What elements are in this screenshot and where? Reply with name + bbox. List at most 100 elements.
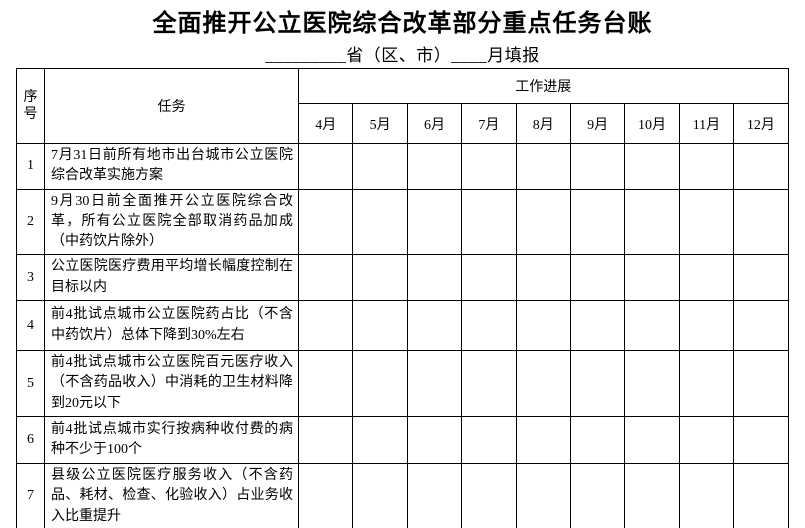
progress-cell xyxy=(352,350,408,417)
table-row: 5 前4批试点城市公立医院百元医疗收入（不含药品收入）中消耗的卫生材料降到20元… xyxy=(16,350,789,417)
header-month-11: 11月 xyxy=(678,103,735,144)
progress-cell xyxy=(733,462,789,528)
progress-cell xyxy=(733,188,789,256)
progress-cell xyxy=(624,300,680,352)
task-cell: 前4批试点城市实行按病种收付费的病种不少于100个 xyxy=(44,415,299,464)
table-row: 6 前4批试点城市实行按病种收付费的病种不少于100个 xyxy=(16,415,789,464)
progress-cell xyxy=(352,300,408,352)
progress-cell xyxy=(461,188,517,256)
progress-cell xyxy=(352,415,408,464)
progress-cell xyxy=(297,415,354,464)
progress-cell xyxy=(406,462,463,528)
table-row: 3 公立医院医疗费用平均增长幅度控制在目标以内 xyxy=(16,254,789,302)
progress-cell xyxy=(624,254,680,302)
progress-cell xyxy=(406,350,463,417)
header-month-8: 8月 xyxy=(515,103,571,144)
progress-cell xyxy=(569,254,626,302)
progress-cell xyxy=(733,143,789,190)
progress-cell xyxy=(624,143,680,190)
row-number-cell: 2 xyxy=(16,188,45,256)
table-row: 1 7月31日前所有地市出台城市公立医院综合改革实施方案 xyxy=(16,143,789,190)
progress-cell xyxy=(352,188,408,256)
progress-cell xyxy=(297,188,354,256)
progress-cell xyxy=(569,350,626,417)
month-blank: ____ xyxy=(451,45,488,65)
progress-cell xyxy=(297,143,354,190)
progress-cell xyxy=(461,462,517,528)
header-month-6: 6月 xyxy=(406,103,463,144)
progress-cell xyxy=(515,188,571,256)
table-row: 7 县级公立医院医疗服务收入（不含药品、耗材、检查、化验收入）占业务收入比重提升 xyxy=(16,462,789,528)
progress-cell xyxy=(461,415,517,464)
progress-cell xyxy=(352,254,408,302)
progress-cell xyxy=(406,143,463,190)
header-progress: 工作进展 xyxy=(298,68,789,104)
header-month-5: 5月 xyxy=(352,103,408,144)
progress-cell xyxy=(733,415,789,464)
progress-cell xyxy=(515,300,571,352)
report-subtitle: _________省（区、市）____月填报 xyxy=(0,46,805,66)
progress-cell xyxy=(352,143,408,190)
row-number-cell: 6 xyxy=(16,415,45,464)
task-cell: 前4批试点城市公立医院药占比（不含中药饮片）总体下降到30%左右 xyxy=(44,300,299,352)
progress-cell xyxy=(569,188,626,256)
province-blank: _________ xyxy=(265,45,347,65)
progress-cell xyxy=(515,143,571,190)
month-label: 月填报 xyxy=(487,45,540,65)
progress-cell xyxy=(733,254,789,302)
progress-cell xyxy=(678,350,735,417)
progress-cell xyxy=(515,350,571,417)
row-number-cell: 1 xyxy=(16,143,45,190)
header-index-char-2: 号 xyxy=(23,107,38,122)
header-month-9: 9月 xyxy=(569,103,626,144)
task-cell: 9月30日前全面推开公立医院综合改革，所有公立医院全部取消药品加成（中药饮片除外… xyxy=(44,188,299,256)
progress-cell xyxy=(624,188,680,256)
header-index: 序 号 xyxy=(16,68,45,144)
progress-cell xyxy=(569,300,626,352)
task-cell: 7月31日前所有地市出台城市公立医院综合改革实施方案 xyxy=(44,143,299,190)
progress-cell xyxy=(406,415,463,464)
progress-cell xyxy=(678,415,735,464)
progress-cell xyxy=(624,350,680,417)
progress-cell xyxy=(461,254,517,302)
page-title: 全面推开公立医院综合改革部分重点任务台账 xyxy=(152,11,653,37)
progress-cell xyxy=(297,350,354,417)
row-number-cell: 7 xyxy=(16,462,45,528)
progress-cell xyxy=(569,415,626,464)
header-month-10: 10月 xyxy=(624,103,680,144)
progress-cell xyxy=(297,254,354,302)
progress-cell xyxy=(406,254,463,302)
task-cell: 前4批试点城市公立医院百元医疗收入（不含药品收入）中消耗的卫生材料降到20元以下 xyxy=(44,350,299,417)
progress-cell xyxy=(406,300,463,352)
progress-cell xyxy=(515,415,571,464)
progress-cell xyxy=(678,188,735,256)
table-row: 4 前4批试点城市公立医院药占比（不含中药饮片）总体下降到30%左右 xyxy=(16,300,789,352)
progress-cell xyxy=(624,462,680,528)
progress-cell xyxy=(515,462,571,528)
header-month-12: 12月 xyxy=(733,103,789,144)
progress-cell xyxy=(461,300,517,352)
row-number-cell: 5 xyxy=(16,350,45,417)
progress-cell xyxy=(733,300,789,352)
progress-cell xyxy=(515,254,571,302)
progress-cell xyxy=(624,415,680,464)
task-cell: 县级公立医院医疗服务收入（不含药品、耗材、检查、化验收入）占业务收入比重提升 xyxy=(44,462,299,528)
header-index-char-1: 序 xyxy=(23,89,38,105)
progress-cell xyxy=(352,462,408,528)
header-task: 任务 xyxy=(44,68,299,144)
task-ledger-table: 序 号 任务 工作进展 4月 5月 6月 7月 8月 9月 10月 11月 12… xyxy=(16,68,789,528)
progress-cell xyxy=(297,462,354,528)
province-label: 省（区、市） xyxy=(346,45,452,65)
task-cell: 公立医院医疗费用平均增长幅度控制在目标以内 xyxy=(44,254,299,302)
progress-cell xyxy=(297,300,354,352)
progress-cell xyxy=(569,143,626,190)
progress-cell xyxy=(678,254,735,302)
progress-cell xyxy=(678,143,735,190)
header-month-7: 7月 xyxy=(461,103,517,144)
table-row: 2 9月30日前全面推开公立医院综合改革，所有公立医院全部取消药品加成（中药饮片… xyxy=(16,188,789,256)
progress-cell xyxy=(678,462,735,528)
progress-cell xyxy=(461,350,517,417)
progress-cell xyxy=(733,350,789,417)
row-number-cell: 4 xyxy=(16,300,45,352)
